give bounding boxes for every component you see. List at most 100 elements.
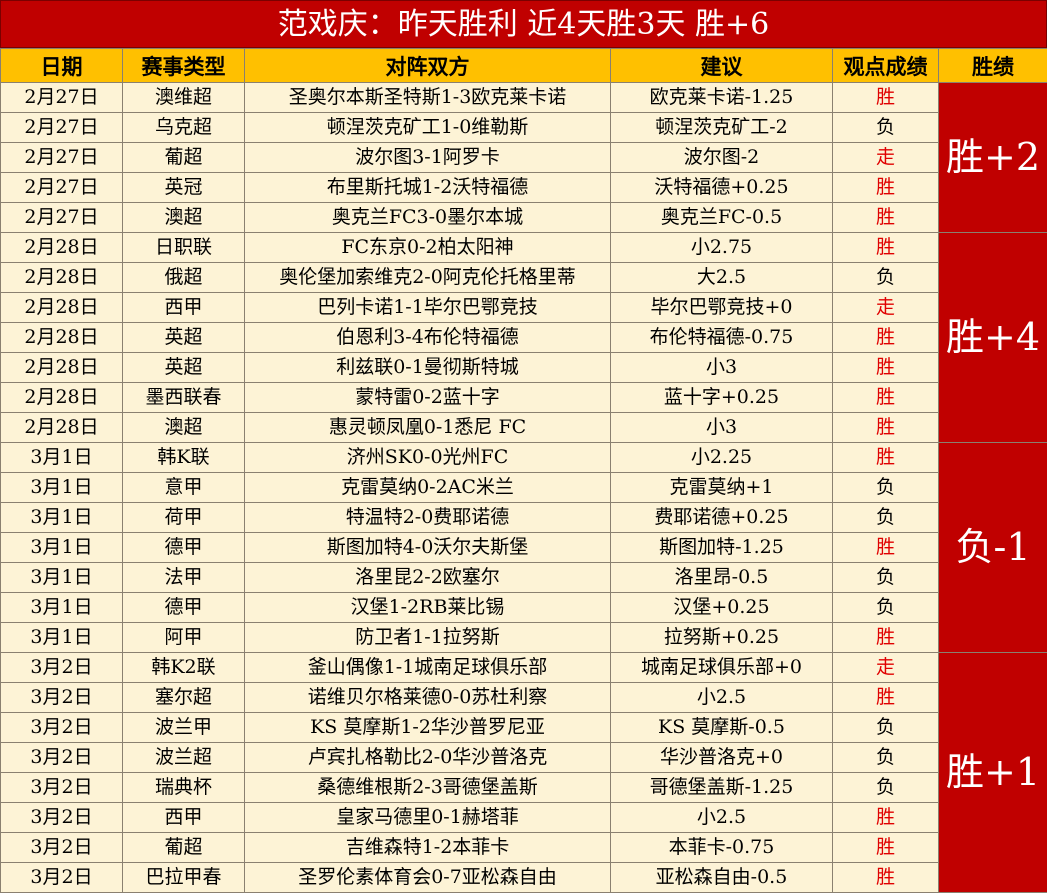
match: 釜山偶像1-1城南足球俱乐部 bbox=[245, 653, 611, 683]
league: 英超 bbox=[123, 353, 245, 383]
column-header: 对阵双方 bbox=[245, 49, 611, 83]
tip: 小2.5 bbox=[611, 683, 833, 713]
tip: 城南足球俱乐部+0 bbox=[611, 653, 833, 683]
tip: 波尔图-2 bbox=[611, 143, 833, 173]
result: 负 bbox=[833, 473, 939, 503]
date: 3月1日 bbox=[1, 623, 123, 653]
tip: 华沙普洛克+0 bbox=[611, 743, 833, 773]
league: 意甲 bbox=[123, 473, 245, 503]
match: KS 莫摩斯1-2华沙普罗尼亚 bbox=[245, 713, 611, 743]
date: 3月2日 bbox=[1, 863, 123, 893]
date: 2月28日 bbox=[1, 233, 123, 263]
league: 荷甲 bbox=[123, 503, 245, 533]
league: 澳超 bbox=[123, 413, 245, 443]
date: 3月1日 bbox=[1, 593, 123, 623]
result: 胜 bbox=[833, 443, 939, 473]
tip: 拉努斯+0.25 bbox=[611, 623, 833, 653]
tip: KS 莫摩斯-0.5 bbox=[611, 713, 833, 743]
match: 奥克兰FC3-0墨尔本城 bbox=[245, 203, 611, 233]
match: FC东京0-2柏太阳神 bbox=[245, 233, 611, 263]
date: 2月28日 bbox=[1, 293, 123, 323]
date: 3月1日 bbox=[1, 473, 123, 503]
result: 胜 bbox=[833, 413, 939, 443]
match: 吉维森特1-2本菲卡 bbox=[245, 833, 611, 863]
league: 西甲 bbox=[123, 803, 245, 833]
league: 日职联 bbox=[123, 233, 245, 263]
result: 胜 bbox=[833, 353, 939, 383]
date: 2月28日 bbox=[1, 263, 123, 293]
date: 3月2日 bbox=[1, 773, 123, 803]
date: 2月27日 bbox=[1, 143, 123, 173]
league: 波兰超 bbox=[123, 743, 245, 773]
result: 胜 bbox=[833, 173, 939, 203]
group-summary: 胜+1 bbox=[939, 653, 1047, 893]
tip: 克雷莫纳+1 bbox=[611, 473, 833, 503]
league: 德甲 bbox=[123, 593, 245, 623]
date: 2月28日 bbox=[1, 323, 123, 353]
match: 圣奥尔本斯圣特斯1-3欧克莱卡诺 bbox=[245, 83, 611, 113]
date: 3月1日 bbox=[1, 533, 123, 563]
tip: 本菲卡-0.75 bbox=[611, 833, 833, 863]
result: 走 bbox=[833, 293, 939, 323]
column-header: 赛事类型 bbox=[123, 49, 245, 83]
column-header: 观点成绩 bbox=[833, 49, 939, 83]
league: 葡超 bbox=[123, 833, 245, 863]
match: 斯图加特4-0沃尔夫斯堡 bbox=[245, 533, 611, 563]
match: 利兹联0-1曼彻斯特城 bbox=[245, 353, 611, 383]
match: 惠灵顿凤凰0-1悉尼 FC bbox=[245, 413, 611, 443]
league: 瑞典杯 bbox=[123, 773, 245, 803]
result: 负 bbox=[833, 713, 939, 743]
date: 2月28日 bbox=[1, 413, 123, 443]
tip: 小2.5 bbox=[611, 803, 833, 833]
result: 胜 bbox=[833, 383, 939, 413]
tip: 布伦特福德-0.75 bbox=[611, 323, 833, 353]
league: 俄超 bbox=[123, 263, 245, 293]
results-table: 日期赛事类型对阵双方建议观点成绩胜绩 2月27日澳维超圣奥尔本斯圣特斯1-3欧克… bbox=[0, 48, 1047, 893]
result: 走 bbox=[833, 143, 939, 173]
match: 奥伦堡加索维克2-0阿克伦托格里蒂 bbox=[245, 263, 611, 293]
tip: 小3 bbox=[611, 353, 833, 383]
tip: 小2.75 bbox=[611, 233, 833, 263]
result: 负 bbox=[833, 563, 939, 593]
league: 德甲 bbox=[123, 533, 245, 563]
match: 汉堡1-2RB莱比锡 bbox=[245, 593, 611, 623]
tip: 大2.5 bbox=[611, 263, 833, 293]
tip: 毕尔巴鄂竞技+0 bbox=[611, 293, 833, 323]
result: 胜 bbox=[833, 833, 939, 863]
date: 2月27日 bbox=[1, 83, 123, 113]
match: 顿涅茨克矿工1-0维勒斯 bbox=[245, 113, 611, 143]
league: 英超 bbox=[123, 323, 245, 353]
date: 2月27日 bbox=[1, 173, 123, 203]
result: 负 bbox=[833, 593, 939, 623]
league: 塞尔超 bbox=[123, 683, 245, 713]
match: 防卫者1-1拉努斯 bbox=[245, 623, 611, 653]
league: 韩K联 bbox=[123, 443, 245, 473]
result: 负 bbox=[833, 503, 939, 533]
result: 负 bbox=[833, 743, 939, 773]
date: 3月1日 bbox=[1, 443, 123, 473]
date: 2月27日 bbox=[1, 203, 123, 233]
date: 2月27日 bbox=[1, 113, 123, 143]
match: 伯恩利3-4布伦特福德 bbox=[245, 323, 611, 353]
date: 3月2日 bbox=[1, 683, 123, 713]
match: 圣罗伦素体育会0-7亚松森自由 bbox=[245, 863, 611, 893]
league: 阿甲 bbox=[123, 623, 245, 653]
tip: 蓝十字+0.25 bbox=[611, 383, 833, 413]
group-summary: 胜+2 bbox=[939, 83, 1047, 233]
league: 波兰甲 bbox=[123, 713, 245, 743]
column-header: 日期 bbox=[1, 49, 123, 83]
league: 墨西联春 bbox=[123, 383, 245, 413]
date: 2月28日 bbox=[1, 383, 123, 413]
